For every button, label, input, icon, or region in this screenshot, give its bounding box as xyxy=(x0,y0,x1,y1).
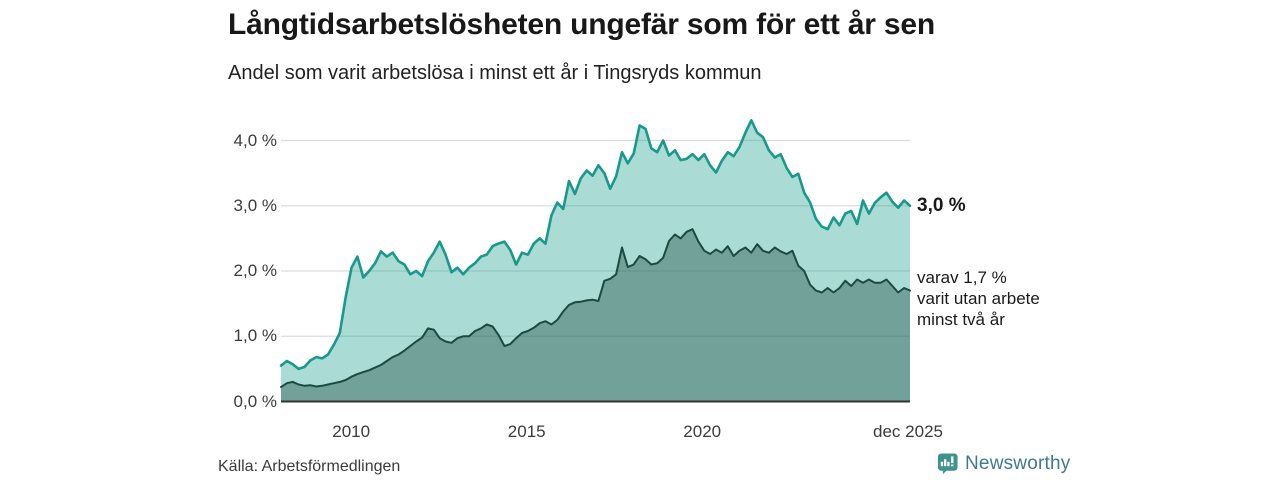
y-axis-tick-label: 3,0 % xyxy=(233,195,277,215)
source-credit: Källa: Arbetsförmedlingen xyxy=(218,458,401,475)
x-axis-tick-label: 2015 xyxy=(507,422,546,441)
y-axis-tick-label: 4,0 % xyxy=(233,130,277,150)
page-title: Långtidsarbetslösheten ungefär som för e… xyxy=(228,8,936,41)
y-axis-tick-label: 2,0 % xyxy=(233,261,277,280)
y-axis-tick-label: 1,0 % xyxy=(233,326,277,346)
page-subtitle: Andel som varit arbetslösa i minst ett å… xyxy=(228,62,762,84)
newsworthy-icon xyxy=(936,452,959,475)
secondary-label-line2: varit utan arbete xyxy=(917,289,1040,308)
brand-logo: Newsworthy xyxy=(936,452,1070,475)
secondary-label-line3: minst två år xyxy=(917,310,1005,329)
secondary-label-line1: varav 1,7 % xyxy=(917,268,1007,287)
y-axis-tick-label: 0,0 % xyxy=(233,391,277,411)
x-axis-tick-label: 2010 xyxy=(332,422,371,441)
series-end-label-total: 3,0 % xyxy=(917,194,966,216)
x-axis-tick-label: 2020 xyxy=(683,422,722,441)
series-end-label-secondary: varav 1,7 % varit utan arbete minst två … xyxy=(917,267,1040,330)
brand-name: Newsworthy xyxy=(965,452,1071,474)
x-axis-tick-label: dec 2025 xyxy=(873,422,943,441)
